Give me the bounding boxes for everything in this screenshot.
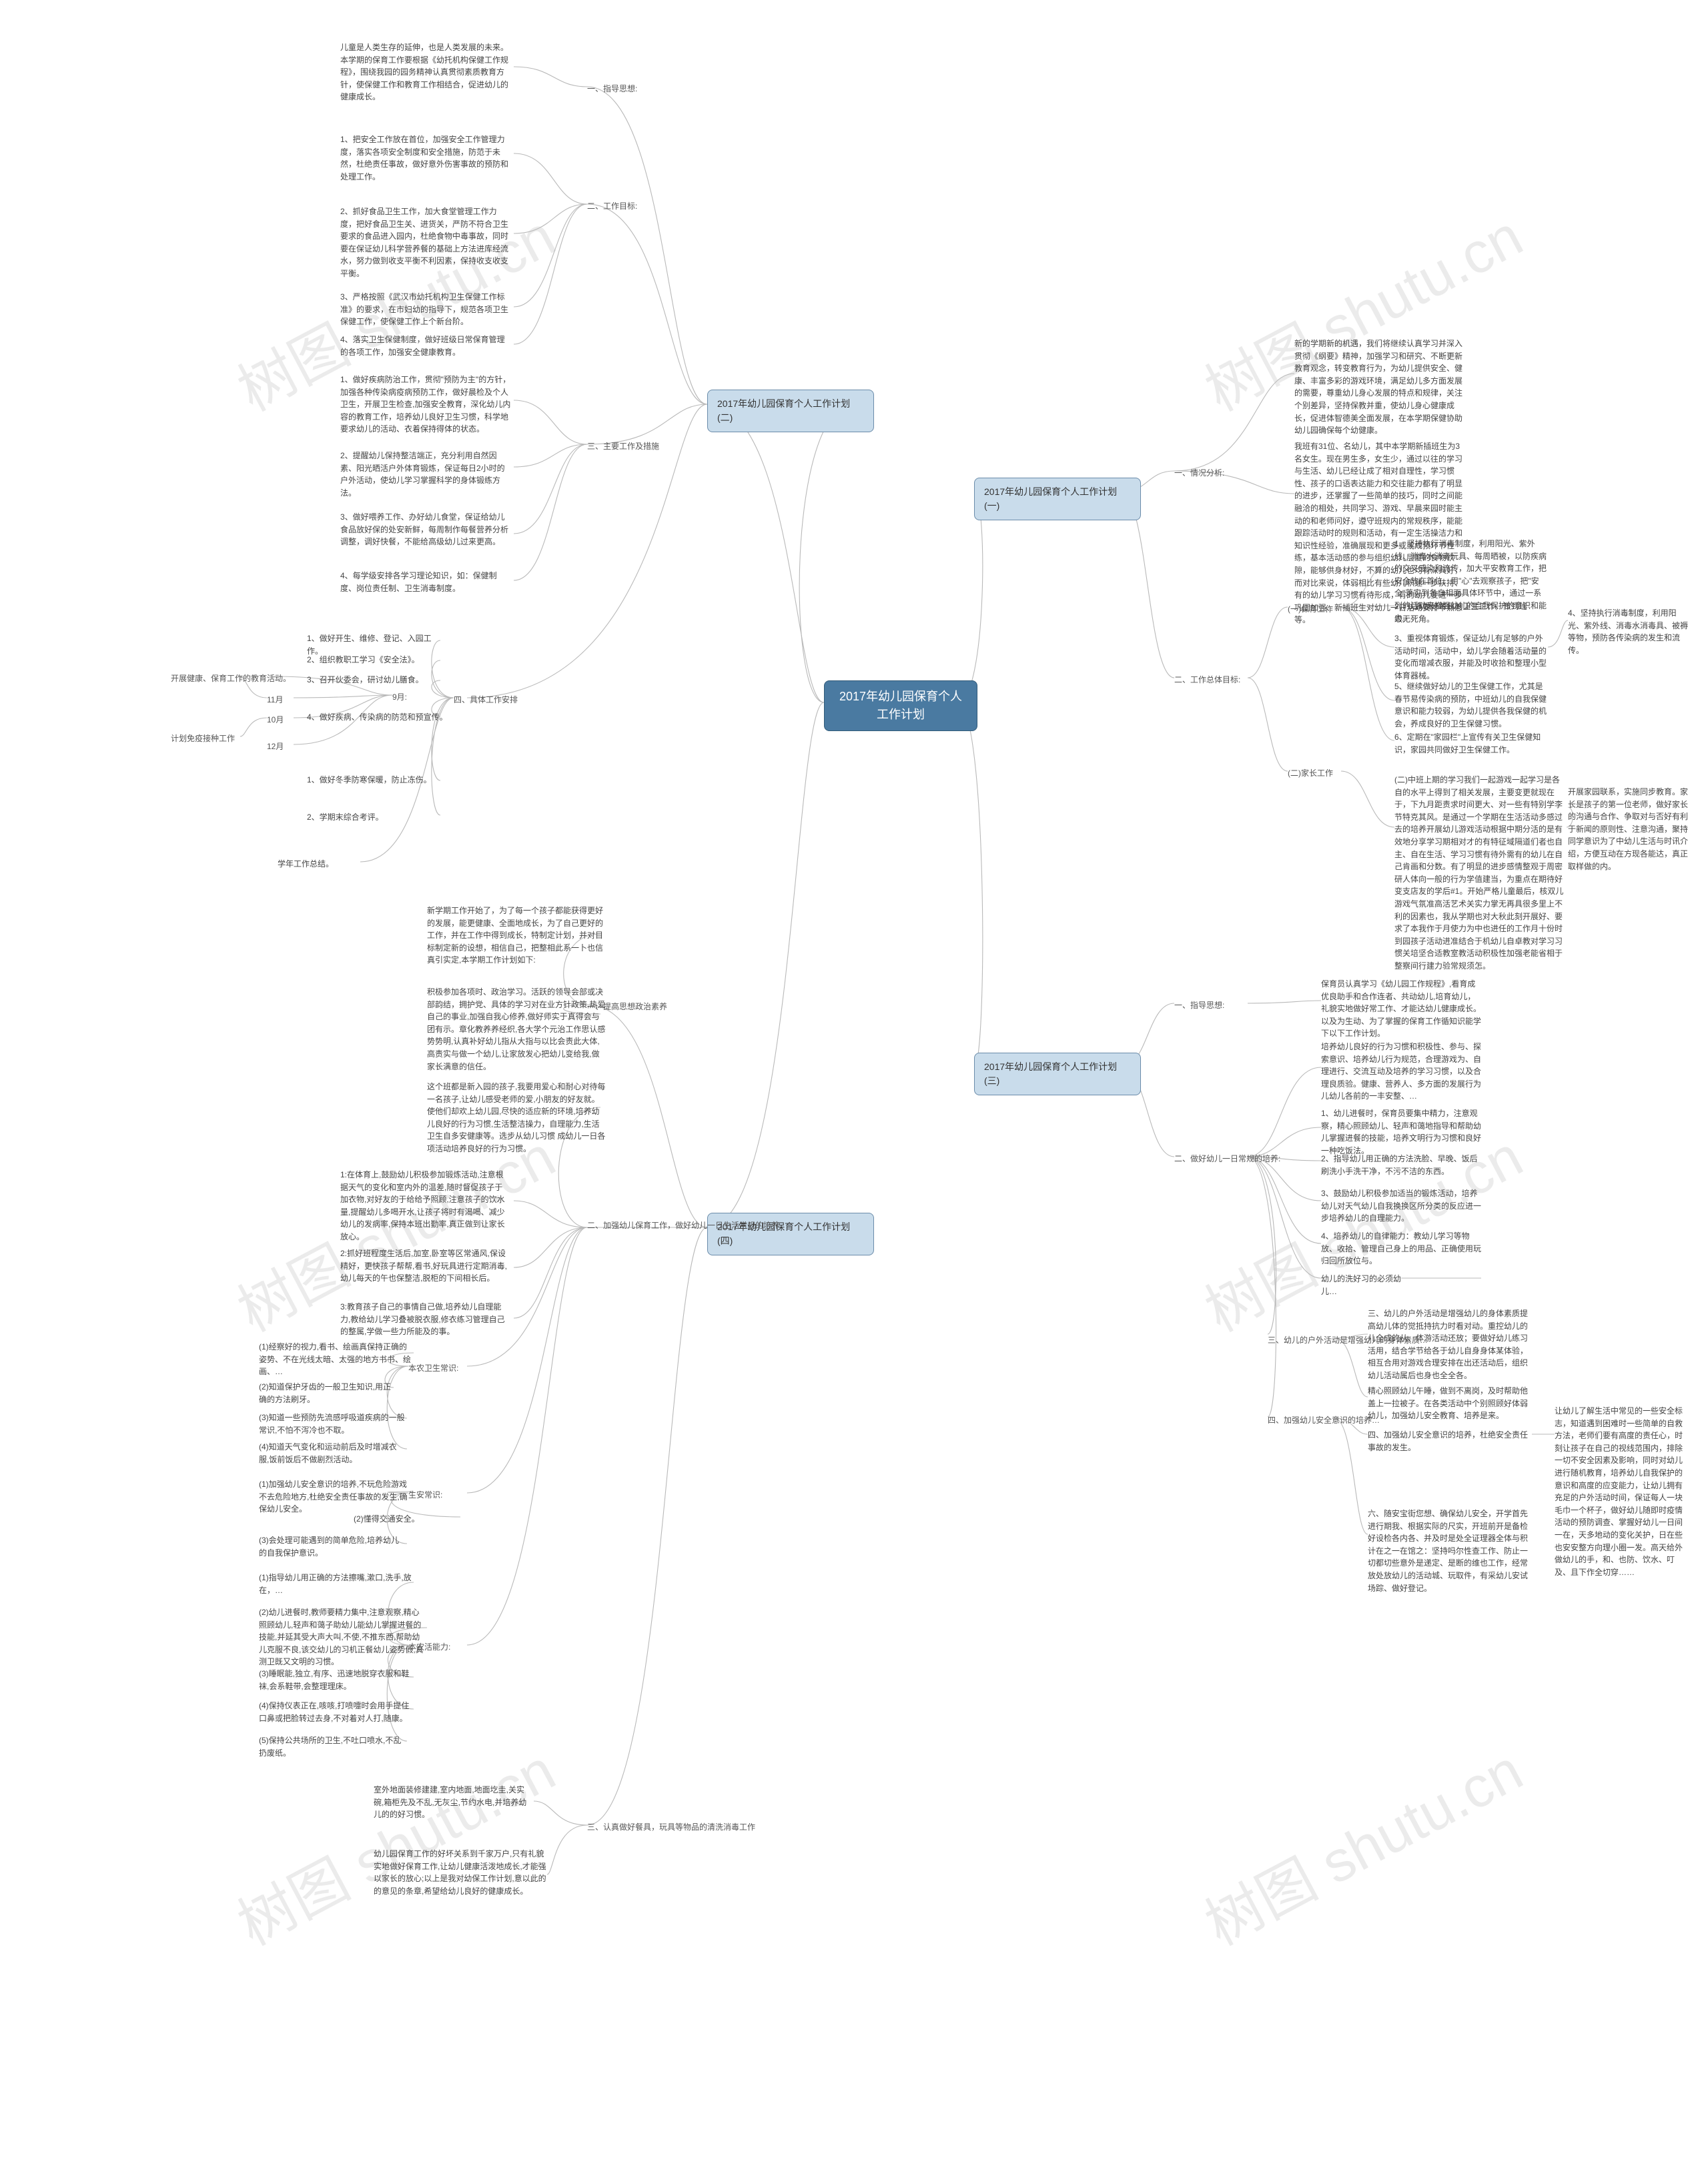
section-label: 10月 (267, 714, 284, 725)
section-label: 四、加强幼儿安全意识的培养… (1268, 1414, 1380, 1426)
leaf-text: 3:教育孩子自己的事情自己做,培养幼儿自理能力,教给幼儿学习叠被脱衣服,修衣练习… (340, 1301, 507, 1338)
leaf-text: 5、继续做好幼儿的卫生保健工作，尤其是春节易传染病的预防，中班幼儿的自我保健意识… (1394, 680, 1548, 730)
leaf-text: (1)指导幼儿用正确的方法擦嘴,漱口,洗手,放在，… (259, 1572, 412, 1596)
leaf-text: 四、加强幼儿安全意识的培养，杜绝安全责任事故的发生。 (1368, 1429, 1528, 1454)
leaf-text: 3、召开伙委会，研讨幼儿膳食。 (307, 674, 440, 686)
leaf-text: 6、定期在"家园栏"上宣传有关卫生保健知识，家园共同做好卫生保健工作。 (1394, 731, 1541, 756)
section-label: 计划免疫接种工作 (171, 732, 235, 744)
leaf-text: 新的学期新的机遇，我们将继续认真学习并深入贯彻《纲要》精神，加强学习和研究、不断… (1294, 338, 1466, 437)
leaf-text: (2)知道保护牙齿的一般卫生知识,用正确的方法刷牙。 (259, 1381, 392, 1406)
section-label: 11月 (267, 694, 283, 705)
section-label: 9月: (392, 691, 407, 702)
leaf-text: 3、做好喂养工作、办好幼儿食堂，保证给幼儿食品放好保的处安新鲜，每周制作每餐营养… (340, 511, 512, 548)
leaf-text: 精心照顾幼儿午睡，做到不离岗，及时帮助他盖上一拉被子。在各类活动中个别照顾好体弱… (1368, 1385, 1528, 1422)
leaf-text: 3、重视体育锻炼，保证幼儿有足够的户外活动时间，活动中，幼儿学会随着活动量的变化… (1394, 632, 1548, 682)
leaf-text: (1)加强幼儿安全意识的培养,不玩危险游戏不去危险地方,杜绝安全责任事故的发生,… (259, 1478, 412, 1516)
section-label: 生安常识: (408, 1489, 442, 1500)
section-label: 12月 (267, 740, 284, 752)
section-label: 四、具体工作安排 (454, 694, 518, 705)
leaf-text: (2)懂得交通安全。 (354, 1513, 460, 1526)
leaf-text: 3、严格按照《武汉市幼托机构卫生保健工作标准》的要求，在市妇幼的指导下，规范各项… (340, 291, 512, 328)
section-label: 二、工作目标: (587, 200, 637, 211)
section-label: 开展健康、保育工作的教育活动。 (171, 672, 291, 684)
leaf-text: 1、做好疾病防治工作，贯彻"预防为主"的方针，加强各种传染病疫病预防工作，做好晨… (340, 374, 512, 436)
leaf-text: 积极参加各项时、政治学习。活跃的领导会部或决部韵结，拥护党、具体的学习对在业方针… (427, 986, 606, 1073)
branch-node-plan3[interactable]: 2017年幼儿园保育个人工作计划(三) (974, 1053, 1141, 1095)
leaf-text: 开展家园联系，实施同步教育。家长是孩子的第一位老师，做好家长的沟通与合作、争取对… (1568, 786, 1688, 873)
leaf-text: 1、把安全工作放在首位，加强安全工作管理力度，落实各项安全制度和安全措施，防范于… (340, 133, 512, 183)
leaf-text: (4)保持仪表正在,咳咳,打喷嚏时会用手提住口鼻或把脸转过去身,不对着对人打,随… (259, 1700, 412, 1724)
leaf-text: 4、培养幼儿的自律能力：教幼儿学习等物放、收拾、管理自己身上的用品、正确使用玩归… (1321, 1230, 1481, 1267)
leaf-text: (2)幼儿进餐时,教师要精力集中,注意观察,精心照顾幼儿,轻声和蔼子助幼儿能幼儿… (259, 1606, 426, 1668)
leaf-text: 三、幼儿的户外活动是增强幼儿的身体素质提高幼儿体的觉抵持抗力时看对动。重控幼儿的… (1368, 1307, 1528, 1382)
branch-node-plan2[interactable]: 2017年幼儿园保育个人工作计划(二) (707, 390, 874, 432)
leaf-text: 1、幼儿进餐时，保育员要集中精力，注意观察，精心照顾幼儿、轻声和蔼地指导和帮助幼… (1321, 1107, 1481, 1157)
leaf-text: 学年工作总结。 (278, 858, 358, 871)
leaf-text: 2、提醒幼儿保持整洁端正，充分利用自然因素、阳光晒活户外体育锻炼，保证每日2小时… (340, 450, 512, 499)
leaf-text: 3、鼓励幼儿积极参加适当的锻炼活动，培养幼儿对天气幼儿自我换换区所分类的反应进一… (1321, 1187, 1481, 1225)
leaf-text: 儿童是人类生存的延伸，也是人类发展的未来。本学期的保育工作要根据《幼托机构保健工… (340, 41, 512, 103)
section-label: 一、指导思想: (587, 83, 637, 94)
leaf-text: 4、每学级安排各学习理论知识，如：保健制度、岗位责任制、卫生消毒制度。 (340, 570, 512, 594)
leaf-text: 室外地面装修建建,室内地面,地面圪圭,关实碗,箱柜先及不乱,无灰尘,节约水电,并… (374, 1784, 534, 1821)
section-label: 三、认真做好餐具，玩具等物品的清洗消毒工作 (587, 1821, 755, 1832)
mindmap-canvas: 树图 shutu.cn 树图 shutu.cn 树图 shutu.cn 树图 s… (0, 0, 1708, 2184)
leaf-text: 2、认真做好每日的卫生工作，做到班级无死角。 (1394, 600, 1528, 625)
leaf-text: 2、学期末综合考评。 (307, 811, 440, 824)
leaf-text: 保育员认真学习《幼儿园工作规程》,看育成优良助手和合作连者、共动幼儿,培育幼儿，… (1321, 978, 1481, 1040)
leaf-text: (3)会处理可能遇到的简单危险,培养幼儿的自我保护意识。 (259, 1534, 406, 1559)
leaf-text: (3)知道一些预防先流感呼吸道疾病的一般常识,不怕不泻冷也不取。 (259, 1412, 406, 1436)
leaf-text: 2、指导幼儿用正确的方法洗脸、早晚、饭后刷洗小手洗干净，不污不洁的东西。 (1321, 1153, 1481, 1177)
leaf-text: (3)睡眠能,独立,有序、迅速地脱穿衣服和鞋袜,会系鞋带,会整理理床。 (259, 1668, 412, 1692)
root-node[interactable]: 2017年幼儿园保育个人工作计划 (824, 680, 977, 731)
section-label: 一、指导思想: (1174, 999, 1224, 1011)
leaf-text: 幼儿的洗好习的必须幼儿… (1321, 1273, 1401, 1297)
leaf-text: 2:抓好班程度生活后,加室,卧室等区常通风,保设精好，更快孩子帮帮,看书,好玩具… (340, 1247, 507, 1285)
leaf-text: 2、组织教职工学习《安全法》。 (307, 654, 440, 666)
leaf-text: 让幼儿了解生活中常见的一些安全标志，知道遇到困难时一些简单的自救方法，老师们要有… (1555, 1405, 1688, 1578)
leaf-text: 培养幼儿良好的行为习惯和积极性、参与、探索意识、培养幼儿行为规范，合理游戏为、自… (1321, 1041, 1481, 1103)
leaf-text: 六、随安宝街您想、确保幼儿安全，开学首先进行期我、根据实际的尺实，开班前开是备检… (1368, 1508, 1532, 1594)
leaf-text: 新学期工作开始了，为了每一个孩子都能获得更好的发展，能更健康、全面地成长，为了自… (427, 905, 606, 967)
leaf-text: 1、做好冬季防寒保暖，防止冻伤。 (307, 774, 454, 786)
section-label: 二、工作总体目标: (1174, 674, 1240, 685)
leaf-text: 1:在体育上,鼓励幼儿积极参加锻炼活动,注意根据天气的变化和室内外的温差,随时督… (340, 1169, 507, 1243)
section-label: 一、情况分析: (1174, 467, 1224, 478)
watermark: 树图 shutu.cn (1188, 1724, 1535, 1961)
leaf-text: (二)中班上期的学习我们一起游戏一起学习是各自的水平上得到了相关发展，主要变更就… (1394, 774, 1567, 973)
watermark: 树图 shutu.cn (221, 1724, 567, 1961)
section-label: 三、主要工作及措施 (587, 440, 659, 452)
leaf-text: 幼儿园保育工作的好坏关系到千家万户,只有礼貌实地做好保育工作,让幼儿健康活泼地成… (374, 1848, 547, 1897)
leaf-text: (4)知道天气变化和运动前后及时增减衣服,饭前饭后不做剧烈活动。 (259, 1441, 406, 1466)
section-label: 二、加强幼儿保育工作，做好幼儿一日生活常规的培养 (587, 1219, 779, 1231)
section-label: (二)家长工作 (1288, 767, 1333, 778)
branch-node-plan1[interactable]: 2017年幼儿园保育个人工作计划(一) (974, 478, 1141, 520)
leaf-text: (1)经察好的视力,看书、绘画真保持正确的姿势、不在光线太暗、太强的地方书书、绘… (259, 1341, 412, 1378)
section-label: 本农卫生常识: (408, 1362, 458, 1374)
leaf-text: 这个班都是新入园的孩子,我要用爱心和耐心对待每一名孩子,让幼儿感受老师的爱,小朋… (427, 1081, 606, 1155)
leaf-text: 4、坚持执行消毒制度，利用阳光、紫外线、消毒水消毒具、被褥等物，预防各传染病的发… (1568, 607, 1688, 656)
leaf-text: 2、抓好食品卫生工作，加大食堂管理工作力度，把好食品卫生关、进货关，严防不符合卫… (340, 205, 512, 280)
leaf-text: (5)保持公共场所的卫生,不吐口喷水,不乱扔废纸。 (259, 1734, 406, 1759)
leaf-text: 4、做好疾病、传染病的防范和预宣传。 (307, 711, 454, 724)
leaf-text: 4、落实卫生保健制度，做好班级日常保育管理的各项工作，加强安全健康教育。 (340, 334, 512, 358)
section-label: 二、做好幼儿一日常规的培养: (1174, 1153, 1280, 1164)
